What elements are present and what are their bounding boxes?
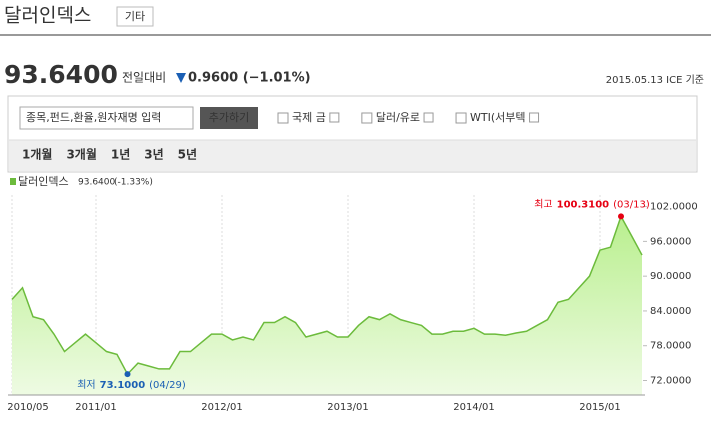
- search-input[interactable]: [19, 106, 194, 130]
- legend-name: 달러인덱스: [18, 175, 69, 188]
- legend-value: 93.6400: [78, 178, 115, 188]
- y-tick-label: 96.0000: [650, 236, 691, 247]
- tab[interactable]: 3개월: [66, 147, 96, 162]
- y-tick-label: 78.0000: [650, 341, 691, 352]
- max-date: (03/13): [613, 199, 650, 210]
- x-tick-label: 2015/01: [579, 402, 621, 413]
- line: [11, 214, 643, 376]
- y-tick-label: 84.0000: [650, 306, 691, 317]
- max-label: 최고: [534, 198, 552, 210]
- tab[interactable]: 3년: [144, 148, 163, 162]
- x-tick-label: 2014/01: [453, 402, 495, 413]
- add-button-label: 추가하기: [209, 110, 249, 124]
- option-label: WTI(서부텍: [470, 111, 526, 124]
- option-label: 국제 금: [292, 111, 326, 124]
- max-value: 100.3100: [557, 199, 610, 210]
- tag-label: 기타: [125, 10, 145, 23]
- tab[interactable]: 5년: [178, 148, 197, 162]
- x-tick-label: 2010/05: [7, 402, 49, 413]
- legend-swatch: [10, 178, 16, 185]
- tab[interactable]: 1년: [111, 148, 130, 162]
- date-note: 2015.05.13 ICE 기준: [606, 74, 704, 86]
- change-label: 전일대비: [122, 71, 166, 85]
- tag-button[interactable]: [116, 6, 154, 27]
- y-tick-label: 72.0000: [650, 376, 691, 387]
- checkbox[interactable]: [277, 112, 289, 124]
- page-title: 달러인덱스: [4, 5, 91, 27]
- checkbox[interactable]: [361, 112, 373, 124]
- y-tick-label: 90.0000: [650, 271, 691, 282]
- tab-bar: [9, 140, 696, 171]
- remove-icon: [423, 112, 434, 123]
- change: 0.9600 (−1.01%): [188, 71, 311, 86]
- checkbox[interactable]: [455, 112, 467, 124]
- max-annotation: 최고 100.3100 (03/13): [534, 198, 650, 210]
- max-marker: [618, 213, 624, 220]
- min-marker: [124, 371, 131, 378]
- remove-icon: [329, 112, 340, 123]
- option-label: 달러/유로: [376, 111, 420, 124]
- legend-change: (-1.33%): [114, 178, 153, 188]
- price: 93.6400: [4, 60, 118, 89]
- area: [12, 216, 642, 395]
- min-annotation: 최저 73.1000 (04/29): [77, 379, 186, 391]
- remove-icon: [529, 112, 540, 123]
- min-value: 73.1000: [100, 380, 146, 391]
- tab[interactable]: 1개월: [22, 147, 52, 162]
- min-date: (04/29): [149, 380, 186, 391]
- search-placeholder: 종목,펀드,환율,원자재명 입력: [26, 111, 161, 124]
- down-icon: [176, 73, 186, 83]
- x-tick-label: 2013/01: [327, 402, 369, 413]
- add-button[interactable]: [200, 107, 258, 129]
- min-label: 최저: [77, 379, 95, 391]
- x-tick-label: 2012/01: [201, 402, 243, 413]
- y-tick-label: 102.0000: [650, 202, 698, 213]
- x-tick-label: 2011/01: [75, 402, 117, 413]
